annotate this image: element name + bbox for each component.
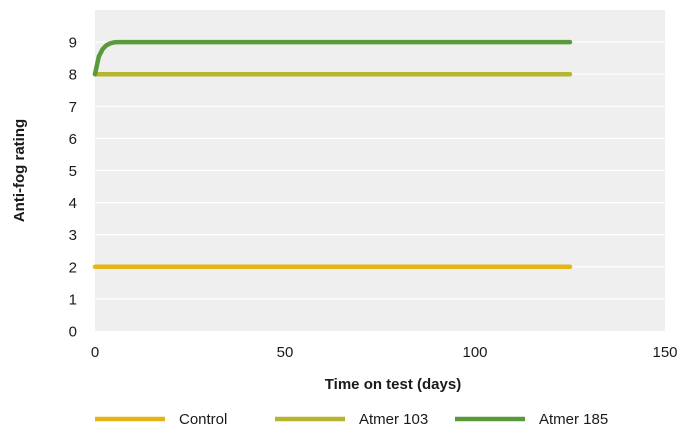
legend: Control Atmer 103 Atmer 185 — [95, 411, 608, 428]
y-tick-8: 8 — [69, 67, 77, 84]
y-tick-4: 4 — [69, 195, 77, 212]
x-tick-100: 100 — [462, 344, 487, 361]
x-tick-labels: 0 50 100 150 — [91, 344, 678, 361]
y-tick-0: 0 — [69, 324, 77, 341]
y-tick-1: 1 — [69, 291, 77, 308]
y-tick-7: 7 — [69, 99, 77, 116]
y-tick-3: 3 — [69, 227, 77, 244]
legend-label-control: Control — [179, 411, 227, 428]
y-axis-title: Anti-fog rating — [11, 119, 28, 222]
x-tick-50: 50 — [277, 344, 294, 361]
x-axis-title: Time on test (days) — [325, 376, 461, 393]
y-tick-5: 5 — [69, 163, 77, 180]
y-tick-9: 9 — [69, 35, 77, 52]
y-tick-2: 2 — [69, 259, 77, 276]
legend-label-atmer-103: Atmer 103 — [359, 411, 428, 428]
y-tick-6: 6 — [69, 131, 77, 148]
x-tick-0: 0 — [91, 344, 99, 361]
legend-label-atmer-185: Atmer 185 — [539, 411, 608, 428]
y-tick-labels: 0 1 2 3 4 5 6 7 8 9 — [69, 35, 77, 341]
x-tick-150: 150 — [652, 344, 677, 361]
